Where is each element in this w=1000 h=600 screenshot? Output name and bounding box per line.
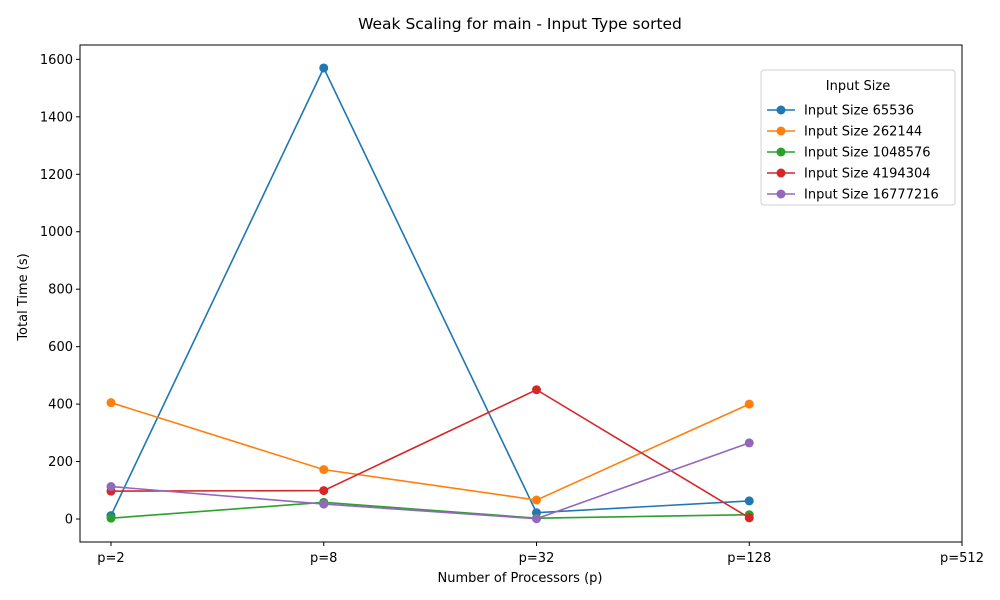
series-line-2 [110, 401, 750, 501]
y-tick-label: 1400 [40, 110, 73, 125]
y-tick-label: 800 [48, 283, 73, 298]
series-1-point-4 [744, 496, 754, 506]
y-tick-label: 600 [48, 340, 73, 355]
plot-area [79, 44, 963, 543]
legend-label-4: Input Size 4194304 [804, 167, 931, 182]
legend-label-2: Input Size 262144 [804, 125, 922, 140]
x-tick-label: p=32 [519, 551, 555, 566]
x-tick-label: p=512 [940, 551, 984, 566]
y-tick-label: 1000 [40, 225, 73, 240]
x-axis: p=2 p=8 p=32 p=128 p=512 [97, 542, 984, 566]
series-2-point-4 [744, 399, 754, 409]
series-line-4 [110, 388, 750, 519]
y-axis: 0 200 400 600 800 1000 1200 1400 1600 [40, 53, 80, 528]
x-tick-label: p=2 [97, 551, 124, 566]
legend-label-5: Input Size 16777216 [804, 188, 939, 203]
series-5-point-2 [319, 499, 329, 509]
x-tick-label: p=128 [727, 551, 771, 566]
series-4-point-2 [319, 486, 329, 496]
plot-frame [79, 44, 963, 543]
legend: Input Size Input Size 65536 Input Size 262… [760, 69, 956, 206]
series-3-point-1 [106, 513, 116, 523]
series-1-point-2 [319, 63, 329, 73]
y-axis-title: Total Time (s) [16, 253, 31, 341]
legend-swatch-marker [776, 189, 786, 199]
y-tick-label: 0 [65, 513, 73, 528]
legend-label-3: Input Size 1048576 [804, 146, 931, 161]
series-2-point-1 [106, 398, 116, 408]
legend-label-1: Input Size 65536 [804, 104, 914, 119]
series-2-point-3 [532, 495, 541, 505]
y-tick-label: 200 [48, 455, 73, 470]
x-tick-label: p=8 [310, 551, 337, 566]
series-5-point-3 [532, 514, 541, 524]
series-4-point-3 [532, 385, 541, 395]
legend-swatch-marker [776, 147, 786, 157]
legend-title: Input Size [826, 79, 890, 94]
series-line-3 [110, 501, 750, 519]
y-tick-label: 1200 [40, 168, 73, 183]
series-5-point-4 [744, 438, 754, 448]
legend-swatch-marker [776, 105, 786, 115]
x-axis-title: Number of Processors (p) [438, 571, 603, 586]
y-tick-label: 400 [48, 398, 73, 413]
series-4-point-4 [744, 513, 754, 523]
legend-box [760, 69, 956, 206]
series-line-1 [110, 66, 750, 516]
legend-swatch-marker [776, 126, 786, 136]
series-line-5 [110, 442, 750, 520]
y-tick-label: 1600 [40, 53, 73, 68]
chart-title: Weak Scaling for main - Input Type sorte… [358, 15, 682, 33]
legend-swatch-marker [776, 168, 786, 178]
series-2-point-2 [319, 465, 329, 475]
series-5-point-1 [106, 482, 116, 492]
